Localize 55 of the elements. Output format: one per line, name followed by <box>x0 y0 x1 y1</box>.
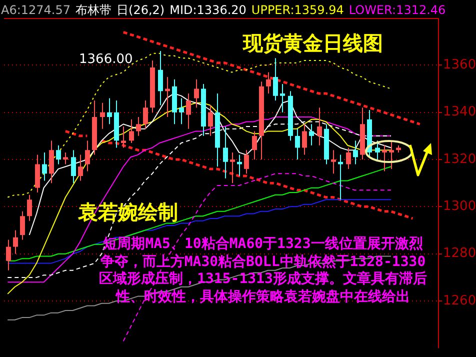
candlestick <box>317 107 322 146</box>
candlestick <box>223 126 228 179</box>
candlestick <box>273 58 278 102</box>
candlestick <box>346 147 351 170</box>
text: 布林带 <box>76 3 112 17</box>
candlestick <box>331 150 336 174</box>
candlestick <box>158 50 163 106</box>
candlestick <box>309 124 314 146</box>
candlestick <box>230 152 235 184</box>
candlestick <box>179 98 184 125</box>
annotation: 1366.00 <box>79 52 133 67</box>
candlestick <box>244 150 249 174</box>
text: A6:1274.57 <box>1 3 71 17</box>
text: MID:1336.20 <box>170 3 246 17</box>
candlestick <box>129 118 134 144</box>
y-tick-label: 1360 <box>443 58 476 73</box>
candlestick <box>100 102 105 130</box>
candlestick <box>20 210 25 240</box>
candlestick <box>71 150 76 184</box>
candlestick <box>208 104 213 136</box>
line-series <box>7 52 392 198</box>
candlestick <box>186 92 191 130</box>
candlestick <box>42 152 47 182</box>
y-tick-label: 1260 <box>443 293 476 308</box>
candlestick <box>56 144 61 165</box>
candlestick <box>107 98 112 125</box>
text: 现货黄金日线图 <box>243 30 383 57</box>
text: 日(26,2) <box>116 3 165 17</box>
candlestick <box>280 84 285 113</box>
candlestick <box>49 140 54 184</box>
candlestick <box>143 100 148 130</box>
candlestick <box>353 140 358 165</box>
candlestick <box>78 154 83 182</box>
text: UPPER:1359.94 <box>251 3 344 17</box>
y-tick-label: 1340 <box>443 104 476 120</box>
candlestick <box>63 152 68 165</box>
candlestick <box>302 124 307 156</box>
candlestick <box>252 130 257 160</box>
candlestick <box>85 140 90 172</box>
candlestick <box>375 140 380 160</box>
candlestick <box>121 126 126 148</box>
candlestick <box>35 154 40 194</box>
y-tick-label: 1320 <box>443 152 476 167</box>
candlestick <box>389 140 394 170</box>
y-tick-label: 1300 <box>443 199 476 214</box>
text: LOWER:1312.46 <box>348 3 446 17</box>
candlestick <box>6 239 11 271</box>
candlestick <box>13 230 18 254</box>
candlestick <box>27 194 32 222</box>
candlestick <box>266 72 271 94</box>
y-tick-label: 1280 <box>443 246 476 262</box>
candlestick <box>295 128 300 160</box>
candlestick <box>194 78 199 108</box>
candlestick <box>136 116 141 136</box>
candlestick <box>382 144 387 172</box>
